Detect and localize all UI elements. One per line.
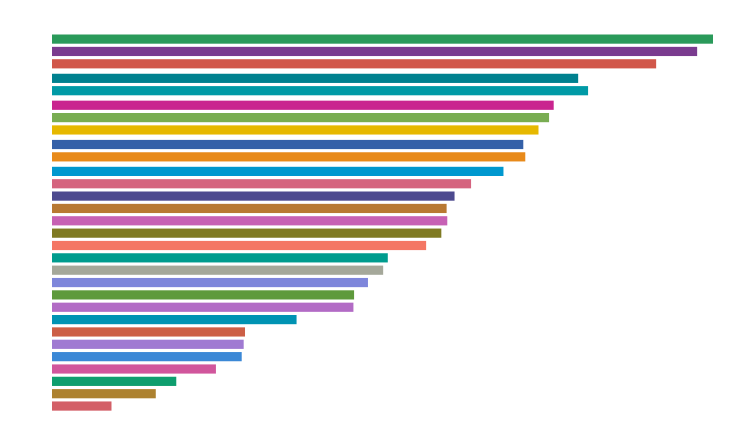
bar-7 (52, 113, 550, 123)
bar-28 (52, 376, 177, 386)
bar-29 (52, 389, 156, 399)
bar-19 (52, 265, 384, 275)
bar-4 (52, 73, 579, 83)
bar-8 (52, 125, 539, 135)
bar-21 (52, 290, 355, 300)
bar-22 (52, 302, 354, 312)
bar-18 (52, 253, 388, 263)
bar-12 (52, 179, 472, 189)
bar-2 (52, 46, 698, 57)
bar-23 (52, 315, 297, 325)
bar-9 (52, 139, 524, 150)
bar-20 (52, 277, 368, 288)
bar-11 (52, 166, 504, 176)
bar-10 (52, 152, 526, 162)
bar-5 (52, 86, 589, 96)
bar-3 (52, 59, 657, 69)
bar-17 (52, 240, 427, 251)
bar-30 (52, 401, 112, 411)
bar-24 (52, 327, 246, 337)
bar-25 (52, 339, 244, 349)
bar-13 (52, 191, 455, 201)
bar-26 (52, 352, 242, 362)
bar-16 (52, 228, 442, 238)
bar-1 (52, 34, 713, 44)
bar-6 (52, 100, 554, 110)
bar-14 (52, 203, 447, 214)
bar-15 (52, 216, 448, 226)
bar-27 (52, 364, 216, 374)
